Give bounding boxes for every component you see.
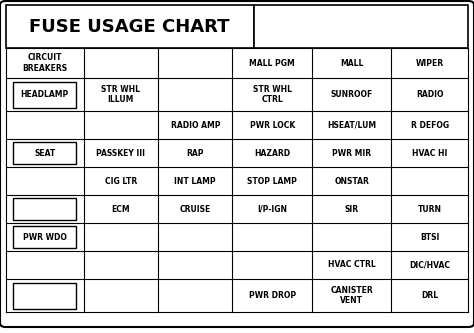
Text: I/P-IGN: I/P-IGN [257, 204, 287, 213]
Text: CIRCUIT
BREAKERS: CIRCUIT BREAKERS [22, 53, 67, 73]
Text: HAZARD: HAZARD [254, 149, 290, 158]
Text: R DEFOG: R DEFOG [411, 121, 449, 130]
Text: PWR MIR: PWR MIR [332, 149, 371, 158]
Text: STOP LAMP: STOP LAMP [247, 177, 297, 186]
FancyBboxPatch shape [0, 1, 474, 327]
Text: CIG LTR: CIG LTR [105, 177, 137, 186]
Text: DRL: DRL [421, 291, 438, 300]
Bar [13, 82, 76, 108]
Text: RADIO: RADIO [416, 90, 444, 99]
Bar [13, 226, 76, 248]
Bar [13, 142, 76, 164]
Text: BTSI: BTSI [420, 232, 439, 241]
Text: SUNROOF: SUNROOF [330, 90, 373, 99]
Text: CANISTER
VENT: CANISTER VENT [330, 286, 373, 305]
Text: DIC/HVAC: DIC/HVAC [410, 260, 450, 269]
Text: RAP: RAP [186, 149, 204, 158]
Text: ONSTAR: ONSTAR [334, 177, 369, 186]
Bar [13, 283, 76, 309]
Text: PASSKEY III: PASSKEY III [96, 149, 146, 158]
Text: ECM: ECM [111, 204, 130, 213]
Text: RADIO AMP: RADIO AMP [171, 121, 220, 130]
Text: CRUISE: CRUISE [180, 204, 211, 213]
Text: PWR WDO: PWR WDO [23, 232, 66, 241]
Text: STR WHL
ILLUM: STR WHL ILLUM [101, 85, 140, 104]
Text: HSEAT/LUM: HSEAT/LUM [327, 121, 376, 130]
Text: TURN: TURN [418, 204, 442, 213]
Text: PWR LOCK: PWR LOCK [250, 121, 295, 130]
Text: SIR: SIR [345, 204, 359, 213]
Bar [13, 198, 76, 220]
Text: HVAC CTRL: HVAC CTRL [328, 260, 375, 269]
Text: INT LAMP: INT LAMP [174, 177, 216, 186]
Text: FUSE USAGE CHART: FUSE USAGE CHART [29, 18, 230, 36]
Text: SEAT: SEAT [34, 149, 55, 158]
Text: WIPER: WIPER [416, 59, 444, 68]
Text: MALL: MALL [340, 59, 364, 68]
Bar [6, 5, 254, 48]
Text: HEADLAMP: HEADLAMP [20, 90, 69, 99]
Text: HVAC HI: HVAC HI [412, 149, 447, 158]
Text: STR WHL
CTRL: STR WHL CTRL [253, 85, 292, 104]
Bar [254, 5, 468, 48]
Text: PWR DROP: PWR DROP [249, 291, 296, 300]
Text: MALL PGM: MALL PGM [249, 59, 295, 68]
